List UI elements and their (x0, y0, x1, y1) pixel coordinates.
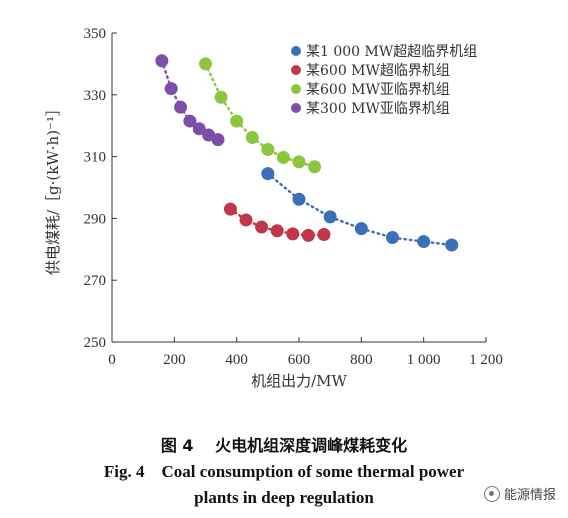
x-tick-label: 400 (225, 352, 248, 368)
data-point (230, 114, 244, 128)
series-2 (223, 202, 331, 242)
data-point (323, 210, 337, 224)
y-tick-label: 270 (84, 273, 107, 289)
legend-marker (291, 103, 301, 113)
legend-label: 某600 MW亚临界机组 (306, 82, 450, 98)
data-point (183, 114, 197, 128)
series-4 (155, 54, 225, 147)
series-1 (261, 167, 459, 252)
y-tick-label: 290 (84, 211, 107, 227)
x-tick-label: 600 (288, 352, 311, 368)
data-point (270, 224, 284, 238)
watermark-text: 能源情报 (503, 488, 556, 503)
axes (111, 33, 486, 343)
x-tick-label: 1 000 (407, 352, 441, 368)
x-tick-label: 200 (163, 352, 186, 368)
data-point (445, 238, 459, 252)
data-point (301, 228, 315, 242)
x-axis-ticks: 0 200 400 600 800 1 000 1 200 (108, 337, 503, 368)
legend-marker (291, 65, 301, 75)
y-axis-title: 供电煤耗/［g·(kW·h)⁻¹］ (44, 101, 62, 275)
data-point (245, 130, 259, 144)
series-3 (199, 57, 322, 174)
y-tick-label: 250 (84, 335, 107, 351)
y-axis-ticks: 250 270 290 310 330 350 (84, 26, 117, 351)
legend-marker (291, 84, 301, 94)
data-point (164, 82, 178, 96)
data-point (174, 100, 188, 114)
figure-caption-en-line1: Fig. 4 Coal consumption of some thermal … (103, 462, 465, 481)
wechat-account-icon (483, 485, 500, 502)
data-point (286, 227, 300, 241)
x-tick-label: 800 (350, 352, 373, 368)
figure-caption-en-line2: plants in deep regulation (194, 488, 374, 507)
figure-caption-zh: 图 4 火电机组深度调峰煤耗变化 (160, 436, 408, 455)
data-point (308, 160, 322, 174)
legend-label: 某600 MW超临界机组 (306, 63, 450, 79)
data-point (192, 122, 206, 136)
data-point (223, 202, 237, 216)
series-trend-line (160, 59, 220, 141)
x-tick-label: 0 (108, 352, 116, 368)
series-layer (155, 54, 459, 252)
legend-marker (291, 46, 301, 56)
y-tick-label: 310 (84, 150, 107, 166)
data-point (211, 133, 225, 147)
data-point (417, 235, 431, 249)
data-point (155, 54, 169, 68)
data-point (317, 227, 331, 241)
x-tick-label: 1 200 (469, 352, 503, 368)
data-point (239, 213, 253, 227)
data-point (386, 231, 399, 245)
scatter-chart: 0 200 400 600 800 1 000 1 200 250 270 290 310 330 3… (44, 26, 503, 390)
data-point (292, 192, 306, 206)
legend-label: 某1 000 MW超超临界机组 (306, 44, 477, 60)
data-point (255, 220, 269, 234)
data-point (214, 90, 228, 104)
data-point (354, 222, 368, 236)
x-axis-title: 机组出力/MW (251, 372, 347, 390)
data-point (199, 57, 212, 71)
data-point (292, 155, 306, 169)
data-point (261, 142, 275, 156)
y-tick-label: 350 (84, 26, 107, 42)
data-point (261, 167, 275, 181)
figure-caption-en: Fig. 4 Coal consumption of some thermal … (0, 459, 568, 511)
y-tick-label: 330 (84, 88, 107, 104)
legend-label: 某300 MW亚临界机组 (306, 101, 450, 117)
data-point (276, 151, 290, 165)
series-trend-line (204, 62, 316, 169)
watermark: 能源情报 (483, 484, 556, 503)
